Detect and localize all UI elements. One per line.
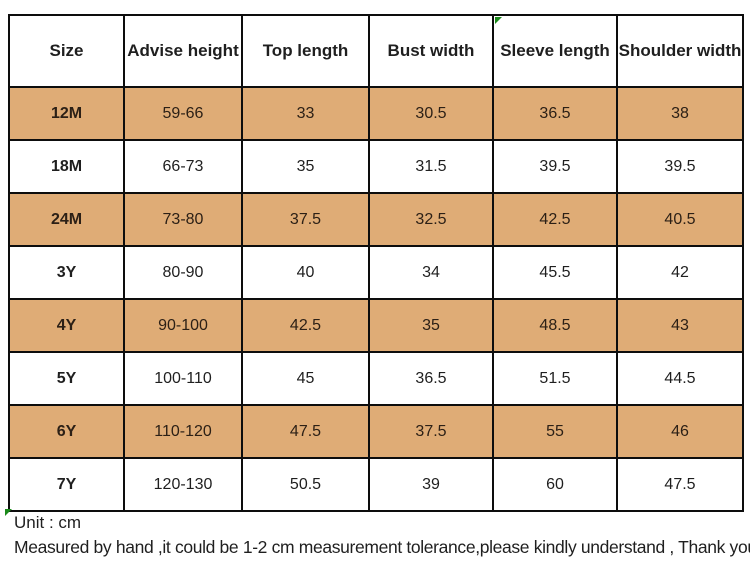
cell-bust-width: 37.5 bbox=[368, 404, 494, 459]
cell-top-length: 37.5 bbox=[241, 192, 370, 247]
row-size-label: 4Y bbox=[8, 298, 125, 353]
cell-top-length: 45 bbox=[241, 351, 370, 406]
row-size-label: 3Y bbox=[8, 245, 125, 300]
cell-top-length: 50.5 bbox=[241, 457, 370, 512]
tolerance-note: Measured by hand ,it could be 1-2 cm mea… bbox=[14, 537, 750, 557]
cell-shoulder-width: 44.5 bbox=[616, 351, 744, 406]
row-size-label: 7Y bbox=[8, 457, 125, 512]
cell-top-length: 33 bbox=[241, 86, 370, 141]
row-size-label: 5Y bbox=[8, 351, 125, 406]
cell-corner-marker-icon bbox=[5, 509, 12, 516]
row-size-label: 18M bbox=[8, 139, 125, 194]
cell-advise-height: 110-120 bbox=[123, 404, 243, 459]
cell-shoulder-width: 38 bbox=[616, 86, 744, 141]
cell-shoulder-width: 40.5 bbox=[616, 192, 744, 247]
cell-corner-marker-icon bbox=[495, 17, 502, 24]
column-header-sleeve-length-label: Sleeve length bbox=[500, 41, 610, 60]
row-size-label: 12M bbox=[8, 86, 125, 141]
cell-shoulder-width: 47.5 bbox=[616, 457, 744, 512]
cell-sleeve-length: 39.5 bbox=[492, 139, 618, 194]
cell-top-length: 35 bbox=[241, 139, 370, 194]
cell-advise-height: 90-100 bbox=[123, 298, 243, 353]
cell-top-length: 47.5 bbox=[241, 404, 370, 459]
cell-sleeve-length: 36.5 bbox=[492, 86, 618, 141]
cell-shoulder-width: 39.5 bbox=[616, 139, 744, 194]
cell-sleeve-length: 51.5 bbox=[492, 351, 618, 406]
unit-note: Unit : cm bbox=[14, 513, 82, 532]
size-table: Size Advise height Top length Bust width… bbox=[8, 14, 744, 512]
cell-sleeve-length: 48.5 bbox=[492, 298, 618, 353]
table-row: 12M 59-66 33 30.5 36.5 38 bbox=[8, 86, 744, 141]
cell-top-length: 42.5 bbox=[241, 298, 370, 353]
cell-bust-width: 35 bbox=[368, 298, 494, 353]
table-row: 6Y 110-120 47.5 37.5 55 46 bbox=[8, 404, 744, 459]
cell-shoulder-width: 43 bbox=[616, 298, 744, 353]
cell-sleeve-length: 55 bbox=[492, 404, 618, 459]
cell-advise-height: 100-110 bbox=[123, 351, 243, 406]
row-size-label: 24M bbox=[8, 192, 125, 247]
column-header-advise-height: Advise height bbox=[123, 14, 243, 88]
cell-advise-height: 66-73 bbox=[123, 139, 243, 194]
cell-bust-width: 30.5 bbox=[368, 86, 494, 141]
cell-sleeve-length: 60 bbox=[492, 457, 618, 512]
cell-sleeve-length: 42.5 bbox=[492, 192, 618, 247]
table-row: 18M 66-73 35 31.5 39.5 39.5 bbox=[8, 139, 744, 194]
table-row: 3Y 80-90 40 34 45.5 42 bbox=[8, 245, 744, 300]
cell-bust-width: 34 bbox=[368, 245, 494, 300]
column-header-top-length: Top length bbox=[241, 14, 370, 88]
cell-advise-height: 80-90 bbox=[123, 245, 243, 300]
table-row: 4Y 90-100 42.5 35 48.5 43 bbox=[8, 298, 744, 353]
cell-advise-height: 73-80 bbox=[123, 192, 243, 247]
table-header-row: Size Advise height Top length Bust width… bbox=[8, 14, 744, 88]
footer-notes: Unit : cm Measured by hand ,it could be … bbox=[14, 511, 750, 560]
cell-bust-width: 32.5 bbox=[368, 192, 494, 247]
cell-advise-height: 120-130 bbox=[123, 457, 243, 512]
cell-bust-width: 36.5 bbox=[368, 351, 494, 406]
cell-shoulder-width: 46 bbox=[616, 404, 744, 459]
cell-bust-width: 31.5 bbox=[368, 139, 494, 194]
cell-sleeve-length: 45.5 bbox=[492, 245, 618, 300]
cell-shoulder-width: 42 bbox=[616, 245, 744, 300]
table-row: 7Y 120-130 50.5 39 60 47.5 bbox=[8, 457, 744, 512]
cell-advise-height: 59-66 bbox=[123, 86, 243, 141]
cell-bust-width: 39 bbox=[368, 457, 494, 512]
column-header-size: Size bbox=[8, 14, 125, 88]
cell-top-length: 40 bbox=[241, 245, 370, 300]
column-header-bust-width: Bust width bbox=[368, 14, 494, 88]
row-size-label: 6Y bbox=[8, 404, 125, 459]
column-header-shoulder-width: Shoulder width bbox=[616, 14, 744, 88]
table-row: 5Y 100-110 45 36.5 51.5 44.5 bbox=[8, 351, 744, 406]
column-header-sleeve-length: Sleeve length bbox=[492, 14, 618, 88]
table-row: 24M 73-80 37.5 32.5 42.5 40.5 bbox=[8, 192, 744, 247]
